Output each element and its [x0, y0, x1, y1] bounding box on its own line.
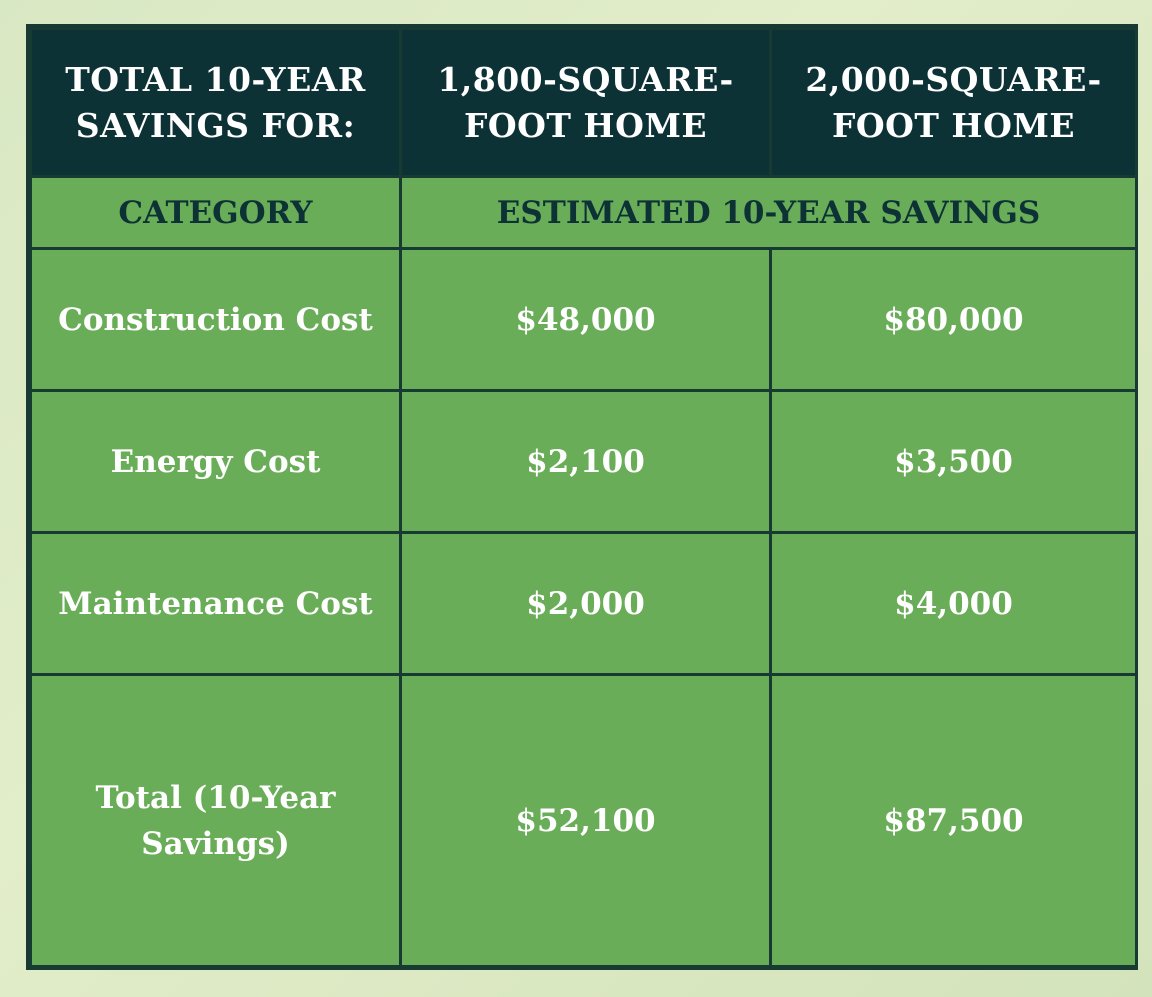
total-value-1800: $52,100	[399, 673, 772, 968]
row-value-2000: $3,500	[769, 389, 1138, 534]
table-subheader-row: CATEGORY ESTIMATED 10-YEAR SAVINGS	[29, 175, 1138, 250]
row-value-2000: $80,000	[769, 247, 1138, 392]
row-value-1800: $48,000	[399, 247, 772, 392]
row-value-1800: $2,100	[399, 389, 772, 534]
table-row: Energy Cost $2,100 $3,500	[29, 389, 1138, 534]
row-category: Energy Cost	[29, 389, 402, 534]
table-row: Construction Cost $48,000 $80,000	[29, 247, 1138, 392]
row-value-2000: $4,000	[769, 531, 1138, 676]
row-category: Maintenance Cost	[29, 531, 402, 676]
header-1800-home: 1,800-SQUARE-FOOT HOME	[399, 27, 772, 178]
table-header-row: TOTAL 10-YEAR SAVINGS FOR: 1,800-SQUARE-…	[29, 27, 1138, 178]
table-total-row: Total (10-Year Savings) $52,100 $87,500	[29, 673, 1138, 968]
table-row: Maintenance Cost $2,000 $4,000	[29, 531, 1138, 676]
savings-table-container: TOTAL 10-YEAR SAVINGS FOR: 1,800-SQUARE-…	[26, 24, 1138, 970]
total-category: Total (10-Year Savings)	[29, 673, 402, 968]
savings-table: TOTAL 10-YEAR SAVINGS FOR: 1,800-SQUARE-…	[29, 27, 1138, 968]
header-2000-home: 2,000-SQUARE-FOOT HOME	[769, 27, 1138, 178]
row-value-1800: $2,000	[399, 531, 772, 676]
subheader-category: CATEGORY	[29, 175, 402, 250]
row-category: Construction Cost	[29, 247, 402, 392]
total-value-2000: $87,500	[769, 673, 1138, 968]
header-savings-for: TOTAL 10-YEAR SAVINGS FOR:	[29, 27, 402, 178]
subheader-estimated-savings: ESTIMATED 10-YEAR SAVINGS	[399, 175, 1138, 250]
